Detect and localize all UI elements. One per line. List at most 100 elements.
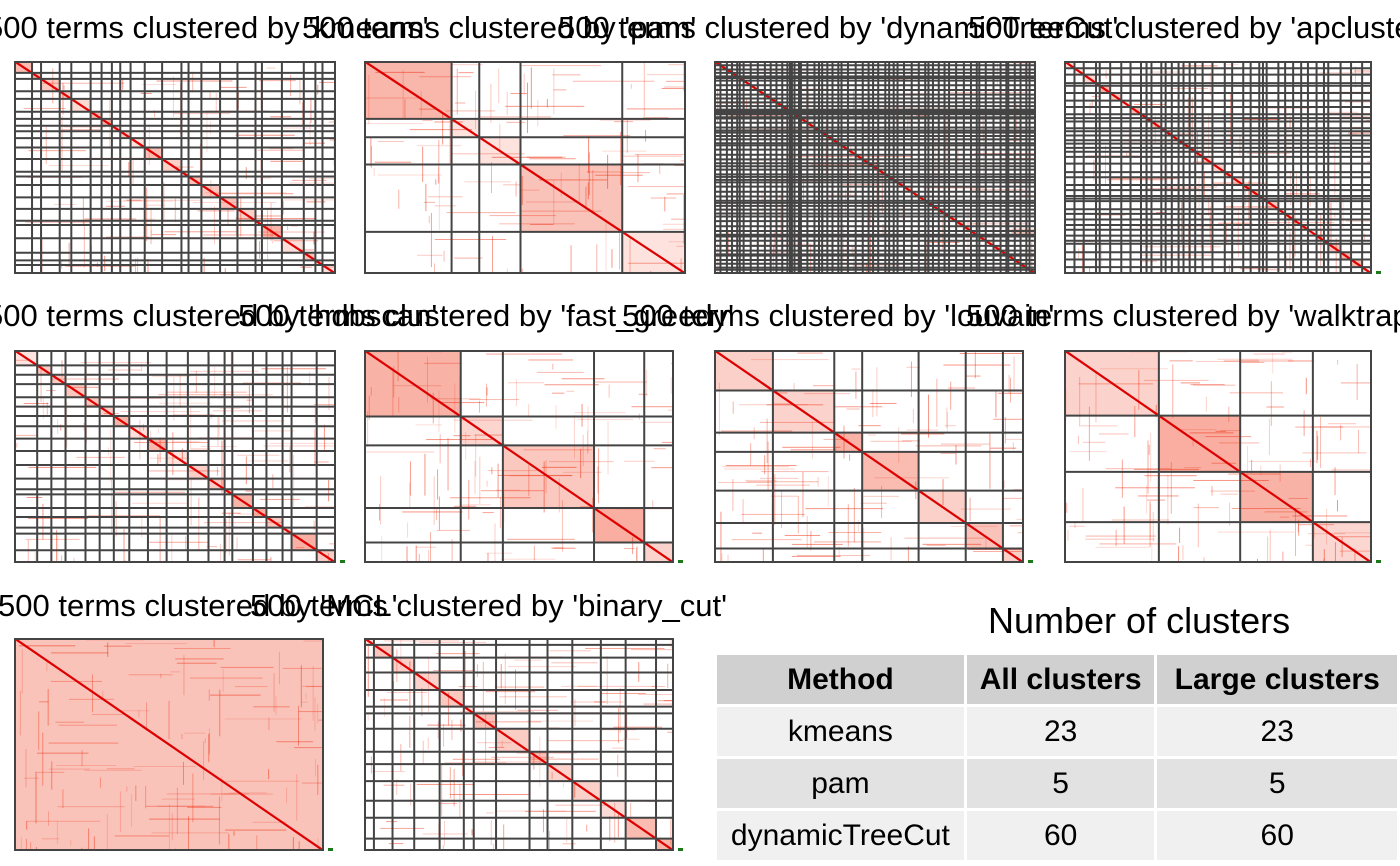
similarity-streak — [822, 205, 824, 239]
similarity-streak — [1205, 436, 1252, 438]
similarity-streak — [114, 835, 169, 837]
similarity-streak — [1006, 438, 1024, 440]
similarity-streak — [629, 236, 631, 274]
similarity-streak — [1192, 437, 1194, 447]
similarity-streak — [86, 428, 88, 443]
similarity-streak — [163, 182, 165, 223]
similarity-streak — [302, 685, 324, 687]
similarity-streak — [172, 414, 215, 416]
similarity-streak — [606, 656, 608, 705]
similarity-streak — [870, 440, 912, 442]
similarity-streak — [1078, 248, 1080, 259]
similarity-streak — [1215, 430, 1227, 432]
similarity-streak — [607, 420, 609, 475]
similarity-streak — [1228, 473, 1281, 475]
similarity-streak — [309, 121, 311, 146]
similarity-streak — [486, 480, 488, 487]
similarity-streak — [1074, 523, 1076, 529]
similarity-streak — [643, 62, 645, 117]
similarity-streak — [123, 529, 125, 563]
similarity-streak — [1187, 97, 1189, 134]
similarity-streak — [823, 438, 849, 440]
similarity-streak — [171, 532, 173, 563]
similarity-streak — [572, 80, 655, 82]
similarity-streak — [428, 550, 430, 563]
similarity-streak — [87, 515, 160, 517]
similarity-streak — [853, 487, 855, 543]
similarity-streak — [179, 374, 181, 408]
similarity-streak — [104, 645, 132, 647]
similarity-streak — [499, 496, 501, 529]
similarity-streak — [474, 761, 542, 763]
similarity-streak — [406, 546, 408, 563]
similarity-streak — [450, 497, 531, 499]
similarity-streak — [1323, 558, 1325, 563]
similarity-streak — [1342, 115, 1372, 117]
similarity-streak — [317, 764, 319, 795]
similarity-streak — [245, 490, 253, 492]
similarity-streak — [39, 701, 49, 703]
similarity-streak — [425, 183, 427, 212]
similarity-streak — [313, 520, 315, 531]
col-header-method: Method — [717, 655, 964, 704]
similarity-streak — [577, 418, 634, 420]
similarity-streak — [438, 176, 440, 230]
similarity-streak — [91, 714, 127, 716]
similarity-streak — [613, 726, 663, 728]
similarity-streak — [286, 367, 288, 413]
similarity-streak — [1341, 536, 1343, 558]
similarity-streak — [790, 449, 837, 451]
similarity-streak — [393, 366, 395, 398]
similarity-streak — [142, 83, 177, 85]
similarity-streak — [428, 215, 430, 224]
similarity-streak — [731, 539, 802, 541]
similarity-streak — [926, 241, 928, 274]
similarity-streak — [464, 181, 511, 183]
similarity-streak — [1297, 522, 1299, 533]
similarity-streak — [732, 401, 734, 414]
similarity-streak — [1166, 161, 1168, 202]
similarity-streak — [446, 212, 516, 214]
similarity-streak — [628, 262, 686, 264]
similarity-streak — [294, 747, 324, 749]
similarity-streak — [1089, 103, 1091, 114]
similarity-streak — [433, 476, 435, 525]
similarity-streak — [458, 686, 478, 688]
similarity-streak — [442, 845, 444, 851]
similarity-streak — [318, 719, 324, 721]
similarity-streak — [670, 377, 672, 394]
similarity-streak — [289, 446, 291, 473]
similarity-streak — [141, 363, 143, 372]
similarity-streak — [501, 740, 503, 747]
legend-mark — [1376, 560, 1381, 563]
similarity-streak — [1208, 195, 1210, 216]
similarity-streak — [507, 538, 575, 540]
similarity-streak — [149, 457, 190, 459]
similarity-streak — [69, 698, 115, 700]
similarity-streak — [189, 677, 263, 679]
similarity-streak — [1149, 501, 1151, 547]
similarity-streak — [1134, 103, 1166, 105]
similarity-streak — [430, 213, 432, 268]
similarity-streak — [486, 812, 494, 814]
similarity-streak — [295, 547, 304, 549]
similarity-streak — [224, 268, 226, 274]
heatmap-frame — [14, 61, 336, 274]
similarity-streak — [577, 685, 655, 687]
similarity-streak — [1189, 432, 1234, 434]
similarity-streak — [228, 834, 230, 851]
similarity-streak — [20, 836, 22, 851]
similarity-streak — [115, 501, 117, 537]
similarity-streak — [1082, 441, 1106, 443]
similarity-streak — [314, 696, 316, 731]
table-row: kmeans 23 23 — [717, 707, 1397, 756]
similarity-streak — [18, 645, 76, 647]
similarity-streak — [368, 74, 370, 124]
panel-title: 500 terms clustered by 'apcluster' — [968, 10, 1400, 45]
similarity-streak — [328, 377, 330, 410]
similarity-streak — [1146, 485, 1148, 514]
similarity-streak — [1181, 65, 1218, 67]
similarity-streak — [438, 496, 440, 531]
similarity-streak — [650, 197, 677, 199]
similarity-streak — [563, 135, 631, 137]
